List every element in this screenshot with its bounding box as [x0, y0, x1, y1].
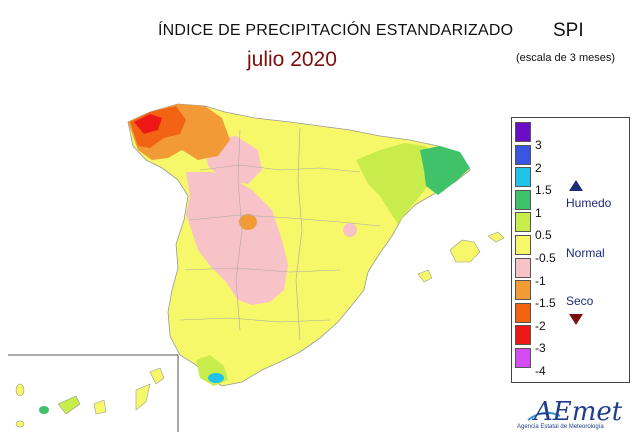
northeast-wet-zone — [356, 143, 438, 224]
la-palma — [15, 383, 25, 397]
canary-inset-frame — [8, 354, 179, 432]
legend-swatch — [515, 348, 531, 368]
legend-swatch — [515, 325, 531, 346]
legend-tick-label: -1.5 — [535, 296, 556, 311]
legend-tick-label: -0.5 — [535, 251, 556, 265]
central-dry-spot — [239, 214, 257, 230]
central-dry-zone — [186, 172, 288, 305]
map-subtitle: julio 2020 — [247, 48, 337, 71]
legend-swatch — [515, 189, 531, 210]
map-title: ÍNDICE DE PRECIPITACIÓN ESTANDARIZADO — [158, 22, 514, 39]
legend-tick-label: 1.5 — [535, 183, 552, 198]
dry-arrow-icon — [569, 314, 583, 325]
el-hierro — [15, 420, 25, 428]
legend-wet-label: Humedo — [566, 196, 612, 210]
legend-tick-label: -1 — [535, 273, 546, 288]
legend-tick-label: 3 — [535, 138, 542, 152]
legend-tick-label: 2 — [535, 160, 542, 175]
catalonia-wet-zone — [420, 146, 470, 195]
legend-swatch — [515, 212, 531, 233]
scale-note: (escala de 3 meses) — [516, 52, 616, 64]
legend-swatch — [515, 280, 531, 301]
menorca — [487, 231, 505, 243]
legend-swatch — [515, 257, 531, 278]
ibiza — [417, 269, 433, 283]
legend-tick-label: -2 — [535, 318, 546, 333]
wet-arrow-icon — [569, 180, 583, 191]
lanzarote — [149, 367, 165, 385]
legend-swatch — [515, 235, 531, 255]
la-gomera — [39, 406, 49, 414]
legend-normal-label: Normal — [566, 246, 605, 260]
aemet-tagline: Agencia Estatal de Meteorología — [517, 424, 604, 430]
legend-swatch — [515, 167, 531, 188]
gran-canaria — [93, 399, 107, 415]
legend-tick-label: 0.5 — [535, 228, 552, 243]
legend-swatch — [515, 144, 531, 165]
legend-tick-label: -4 — [535, 364, 546, 378]
aemet-logo: AEmet — [527, 397, 623, 427]
mallorca — [449, 239, 481, 263]
legend-dry-label: Seco — [566, 294, 594, 308]
legend-tick-label: -3 — [535, 341, 546, 356]
fuerteventura — [135, 383, 151, 411]
legend-swatch — [515, 302, 531, 323]
province-borders — [179, 127, 381, 341]
southeast-dry-spot — [343, 223, 357, 237]
index-name: SPI — [553, 20, 584, 41]
legend-swatch — [515, 122, 531, 142]
legend-tick-label: 1 — [535, 205, 542, 220]
tenerife — [57, 395, 81, 415]
galicia-extreme-dry-zone — [134, 114, 162, 134]
gibraltar-wet-spot — [208, 373, 224, 383]
aemet-logo-text: AEmet — [532, 397, 623, 427]
